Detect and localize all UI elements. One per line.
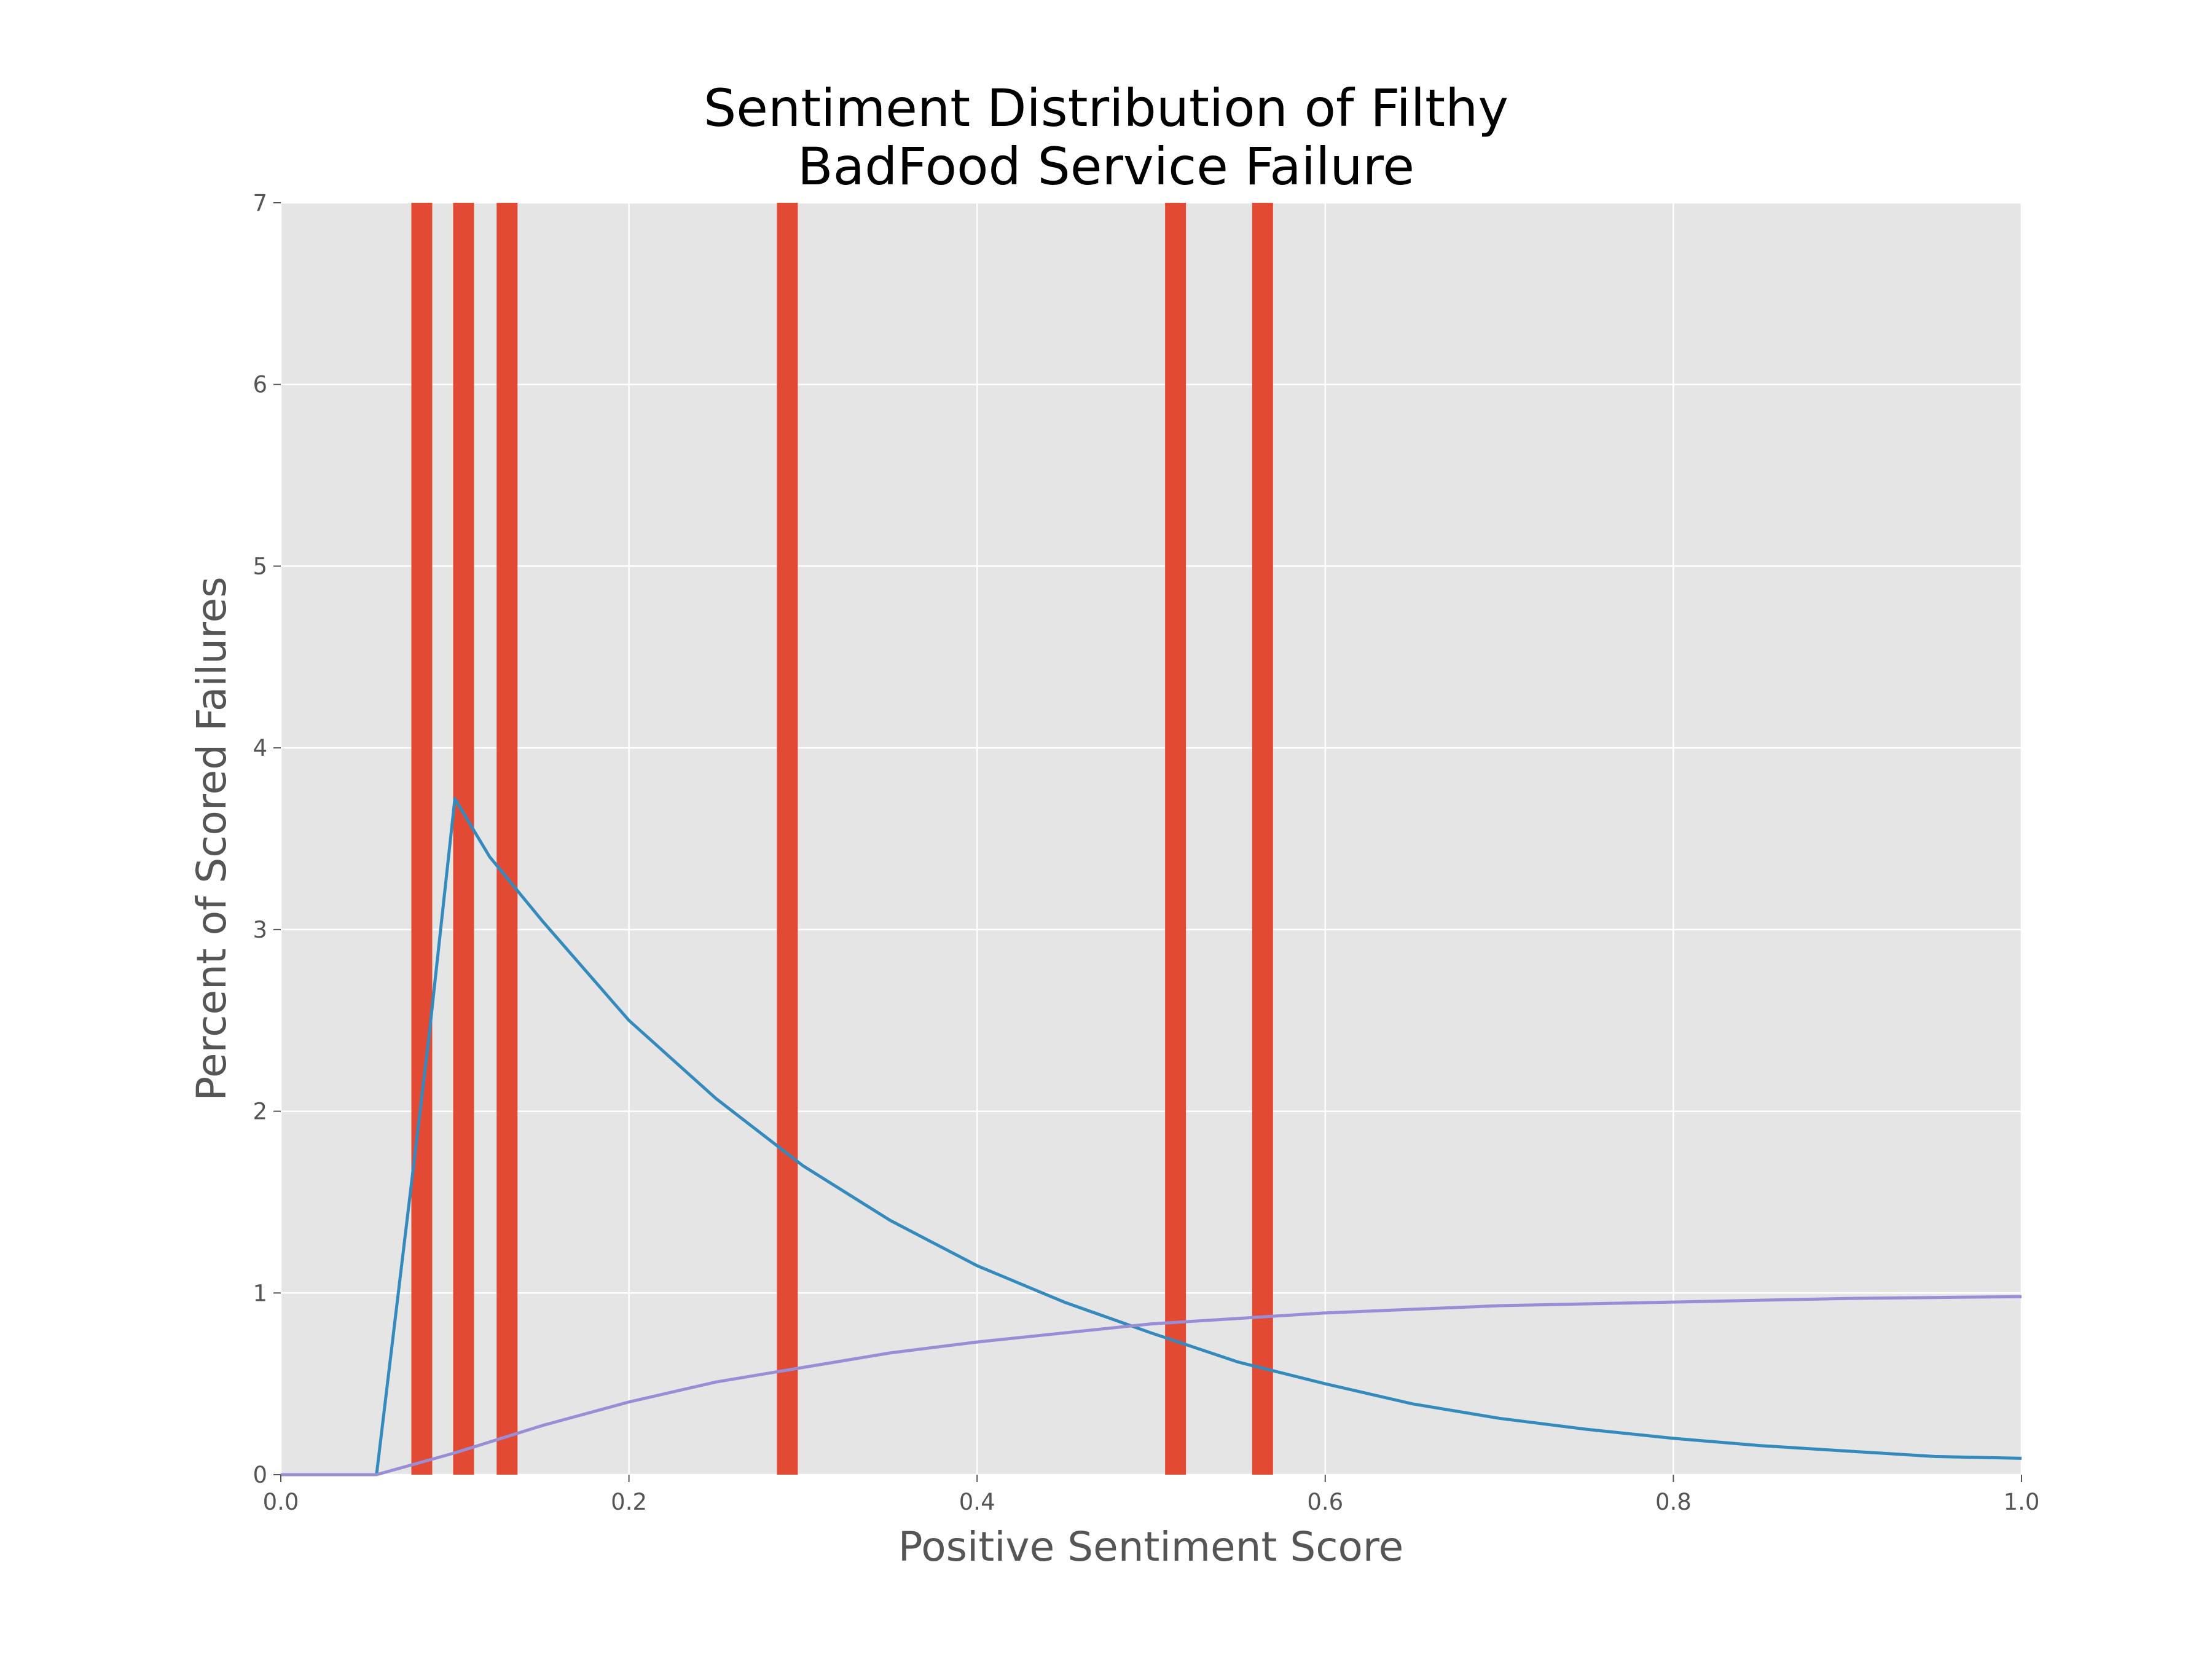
chart-title-line-2: BadFood Service Failure xyxy=(798,136,1414,197)
histogram-bar xyxy=(453,203,474,1475)
x-tick-label: 0.4 xyxy=(959,1489,995,1515)
histogram-bars xyxy=(411,203,1273,1475)
y-tick-label: 6 xyxy=(253,372,267,398)
x-axis-label: Positive Sentiment Score xyxy=(898,1523,1403,1571)
x-tick-label: 0.6 xyxy=(1307,1489,1343,1515)
gridlines xyxy=(280,202,2023,1476)
cumulative-line xyxy=(281,1295,2022,1477)
x-tick-label: 0.2 xyxy=(611,1489,647,1515)
y-tick-label: 4 xyxy=(253,735,267,761)
y-axis-label: Percent of Scored Failures xyxy=(188,576,235,1100)
histogram-bar xyxy=(1165,203,1186,1475)
y-tick-label: 1 xyxy=(253,1280,267,1306)
series-lines xyxy=(281,797,2022,1477)
y-tick-label: 5 xyxy=(253,553,267,579)
y-tick-label: 3 xyxy=(253,917,267,943)
x-tick-label: 0.0 xyxy=(263,1489,299,1515)
histogram-bar xyxy=(777,203,798,1475)
chart-title-line-1: Sentiment Distribution of Filthy xyxy=(704,78,1508,138)
chart-title: Sentiment Distribution of Filthy BadFood… xyxy=(704,78,1508,197)
histogram-bar xyxy=(1252,203,1273,1475)
x-tick-label: 1.0 xyxy=(2004,1489,2040,1515)
histogram-bar xyxy=(411,203,433,1475)
y-tick-label: 2 xyxy=(253,1099,267,1125)
y-tick-label: 7 xyxy=(253,190,267,216)
y-tick-label: 0 xyxy=(253,1462,267,1488)
x-tick-label: 0.8 xyxy=(1655,1489,1692,1515)
axis-ticks: 0.0 0.2 0.4 0.6 0.8 1.0 0 1 2 3 4 5 6 7 xyxy=(253,190,2039,1515)
density-line xyxy=(281,797,2022,1477)
plot-area xyxy=(281,203,2022,1475)
histogram-bar xyxy=(496,203,518,1475)
